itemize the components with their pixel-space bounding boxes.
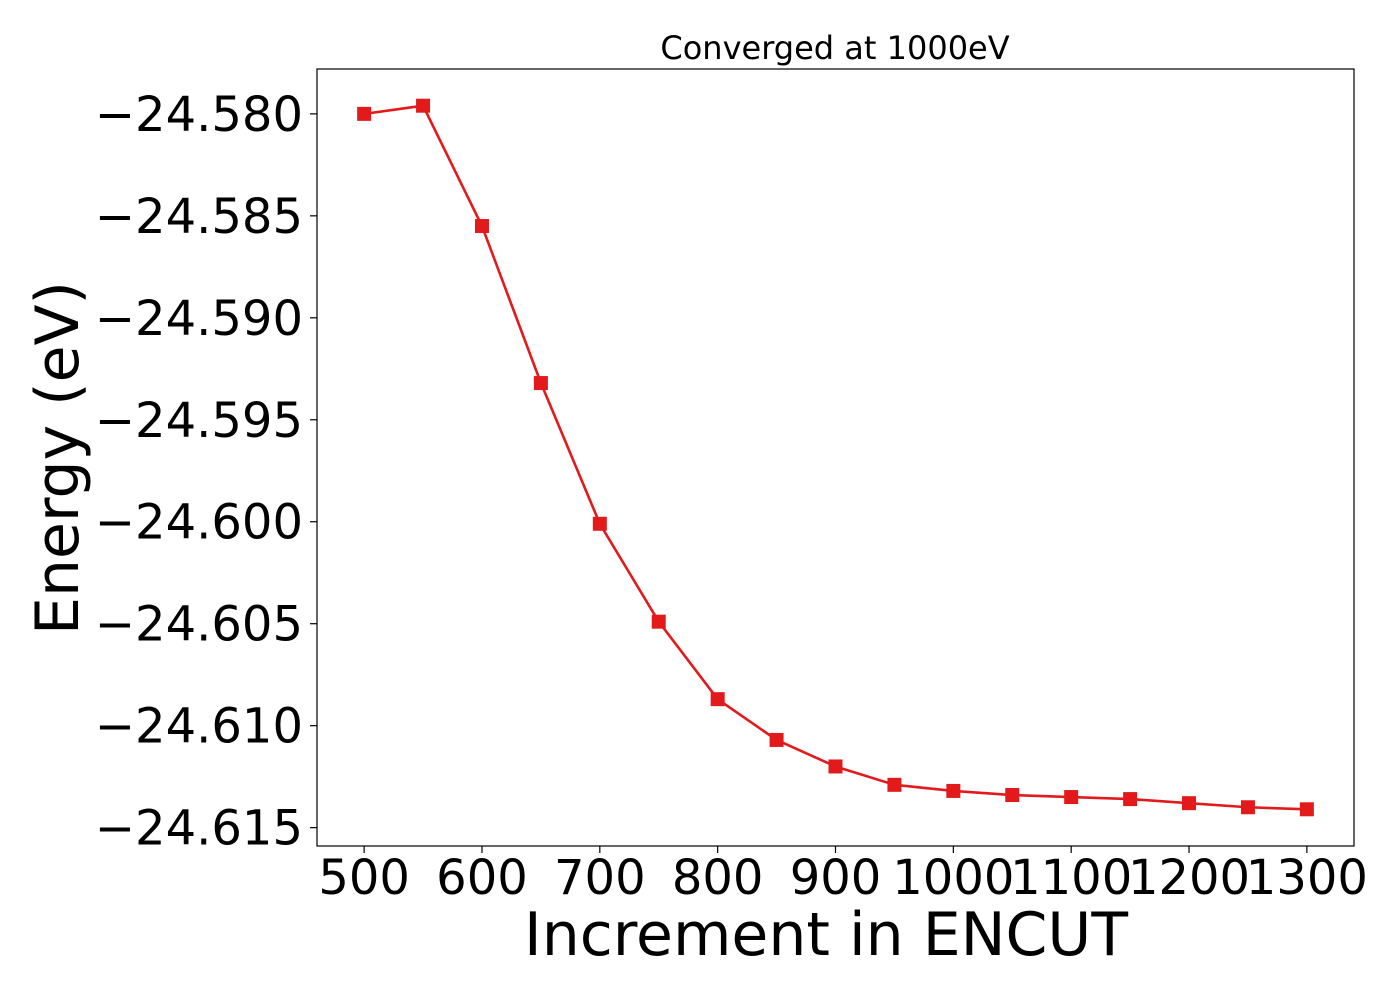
series-layer (357, 98, 1314, 817)
data-point-marker (710, 692, 725, 707)
plot-frame (316, 68, 1355, 847)
x-tick-label: 1300 (1246, 850, 1368, 906)
data-point-marker (474, 219, 489, 234)
data-point-marker (533, 376, 548, 391)
data-point-marker (651, 614, 666, 629)
data-point-marker (357, 106, 372, 121)
x-tick-label: 1000 (892, 850, 1014, 906)
x-tick-label: 900 (790, 850, 882, 906)
x-tick-label: 500 (318, 850, 410, 906)
chart-title: Converged at 1000eV (660, 29, 1009, 67)
data-point-marker (1240, 800, 1255, 815)
data-point-marker (1299, 802, 1314, 817)
data-point-marker (416, 98, 431, 113)
y-tick-label: −24.585 (95, 189, 303, 245)
y-tick-label: −24.615 (95, 801, 303, 857)
series-line (363, 104, 1307, 811)
x-tick-label: 600 (436, 850, 528, 906)
y-tick-label: −24.580 (95, 87, 303, 143)
data-point-marker (1123, 792, 1138, 807)
data-point-marker (887, 777, 902, 792)
x-tick-label: 1200 (1128, 850, 1250, 906)
data-point-marker (769, 732, 784, 747)
x-axis-label: Increment in ENCUT (524, 900, 1128, 970)
data-point-marker (946, 783, 961, 798)
y-axis-label: Energy (eV) (23, 281, 93, 635)
x-tick-label: 800 (672, 850, 764, 906)
data-point-marker (592, 516, 607, 531)
data-point-marker (1182, 796, 1197, 811)
x-tick-label: 1100 (1010, 850, 1132, 906)
data-point-marker (828, 759, 843, 774)
x-tick-label: 700 (554, 850, 646, 906)
y-axis-ticks: −24.580 −24.585 −24.590 −24.595 −24.600 −24.6… (95, 87, 317, 857)
y-tick-label: −24.605 (95, 597, 303, 653)
y-tick-label: −24.590 (95, 291, 303, 347)
y-tick-label: −24.595 (95, 393, 303, 449)
y-tick-label: −24.600 (95, 495, 303, 551)
y-tick-label: −24.610 (95, 699, 303, 755)
data-point-marker (1064, 790, 1079, 805)
data-point-marker (1005, 788, 1020, 803)
